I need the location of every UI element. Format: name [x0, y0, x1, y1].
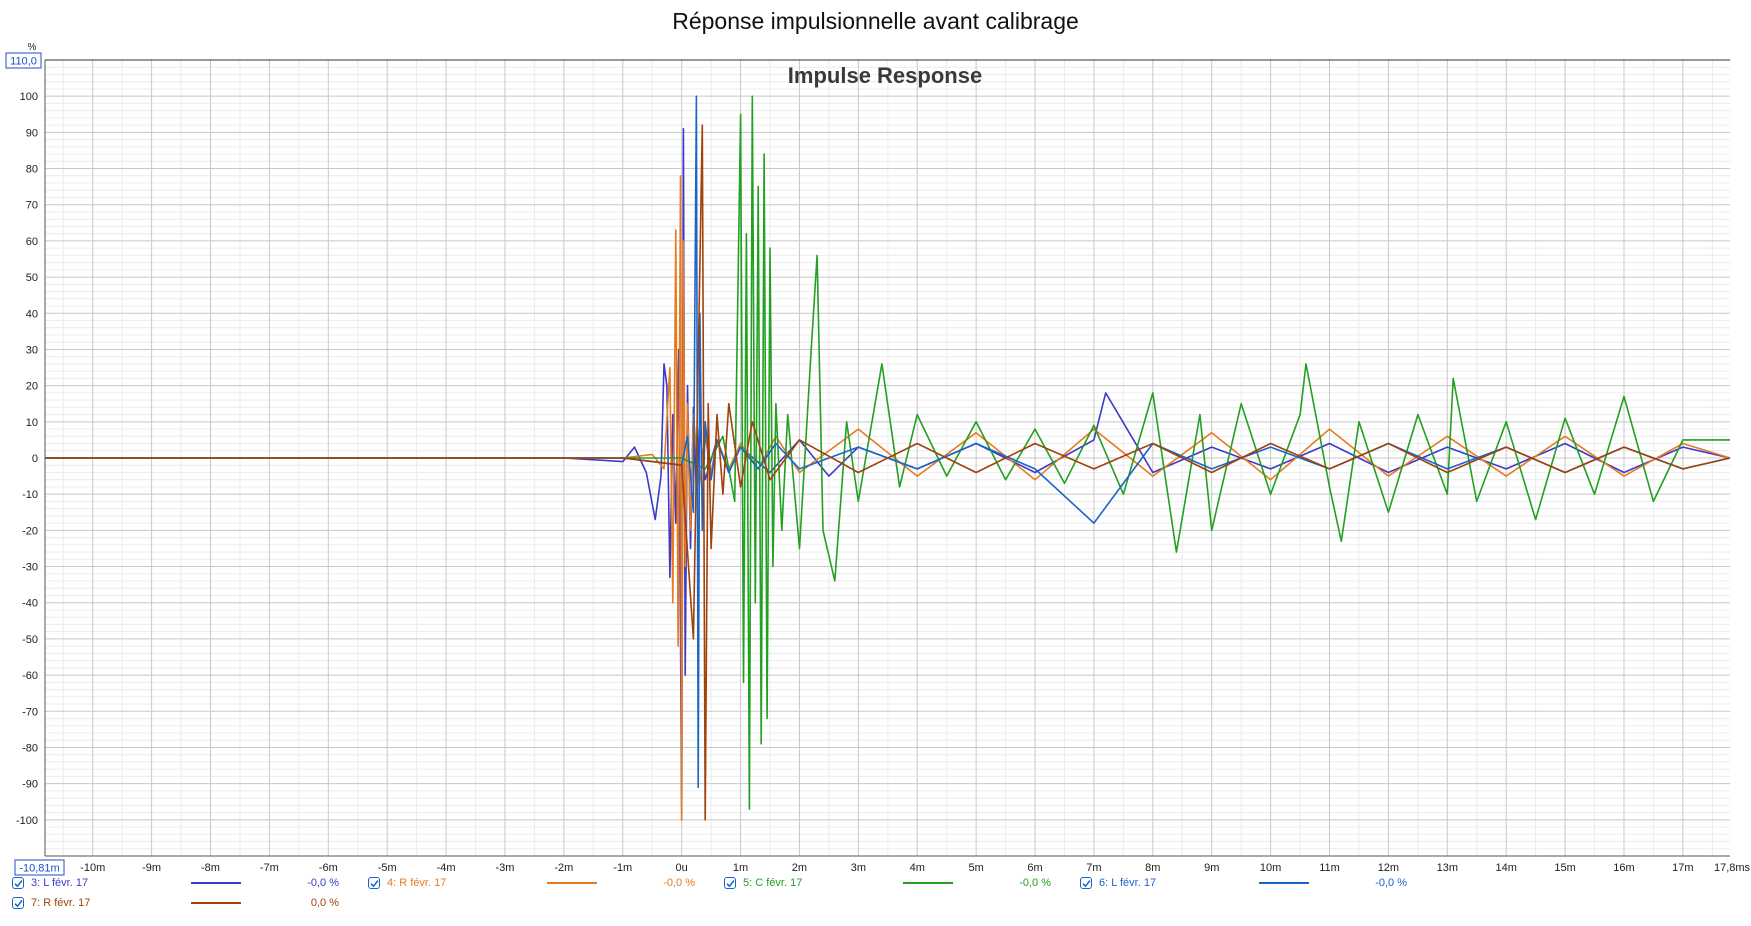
y-tick-label: -50	[22, 634, 38, 646]
legend-series-value: -0,0 %	[307, 877, 339, 889]
series-visibility-checkbox[interactable]	[724, 877, 736, 889]
x-tick-label: 11m	[1319, 862, 1340, 874]
chart-title: Impulse Response	[788, 63, 982, 88]
x-tick-label: 4m	[910, 862, 925, 874]
x-tick-label: 0u	[676, 862, 688, 874]
legend-color-swatch	[1259, 882, 1309, 884]
y-tick-label: 10	[26, 417, 38, 429]
x-min-value: -10,81m	[19, 863, 59, 875]
x-tick-label: 9m	[1204, 862, 1219, 874]
y-tick-label: -30	[22, 562, 38, 574]
y-tick-label: -10	[22, 489, 38, 501]
legend-series-name: 7: R févr. 17	[31, 897, 91, 909]
x-tick-label: 10m	[1260, 862, 1281, 874]
x-tick-label: -3m	[495, 862, 514, 874]
x-tick-label: -10m	[80, 862, 105, 874]
checkmark-icon	[369, 879, 379, 887]
x-tick-label: 8m	[1145, 862, 1160, 874]
y-tick-label: -100	[16, 815, 38, 827]
y-tick-label: -40	[22, 598, 38, 610]
x-tick-label: -2m	[554, 862, 573, 874]
x-tick-label: -9m	[142, 862, 161, 874]
legend-color-swatch	[903, 882, 953, 884]
series-line-3	[45, 95, 1730, 810]
x-tick-label: 17m	[1672, 862, 1693, 874]
x-tick-label: 6m	[1027, 862, 1042, 874]
y-tick-label: 60	[26, 236, 38, 248]
y-tick-label: -20	[22, 525, 38, 537]
y-tick-label: 70	[26, 200, 38, 212]
y-max-box	[5, 52, 42, 69]
checkmark-icon	[1081, 879, 1091, 887]
x-tick-label: 5m	[968, 862, 983, 874]
legend-series-name: 4: R févr. 17	[387, 877, 447, 889]
checkmark-icon	[725, 879, 735, 887]
legend-series-name: 5: C févr. 17	[743, 877, 803, 889]
series-visibility-checkbox[interactable]	[368, 877, 380, 889]
y-tick-label: -70	[22, 706, 38, 718]
x-tick-label: 3m	[851, 862, 866, 874]
legend-entry: 3: L févr. 17 -0,0 %	[12, 873, 339, 893]
y-tick-label: 90	[26, 127, 38, 139]
series-visibility-checkbox[interactable]	[1080, 877, 1092, 889]
legend-color-swatch	[191, 882, 241, 884]
y-tick-label: -60	[22, 670, 38, 682]
x-axis-end-label: 17,8ms	[1714, 862, 1751, 874]
legend-series-name: 3: L févr. 17	[31, 877, 89, 889]
y-tick-label: -80	[22, 742, 38, 754]
x-tick-label: -4m	[437, 862, 456, 874]
legend-series-name: 6: L févr. 17	[1099, 877, 1157, 889]
x-tick-label: 13m	[1437, 862, 1458, 874]
legend-series-value: 0,0 %	[310, 897, 339, 909]
legend-series-value: -0,0 %	[663, 877, 695, 889]
legend-series-value: -0,0 %	[1019, 877, 1051, 889]
legend-entry: 6: L févr. 17 -0,0 %	[1080, 873, 1407, 893]
x-tick-label: 14m	[1495, 862, 1516, 874]
x-tick-label: -1m	[613, 862, 632, 874]
x-tick-label: -6m	[319, 862, 338, 874]
x-tick-label: 12m	[1378, 862, 1399, 874]
checkmark-icon	[13, 899, 23, 907]
legend-color-swatch	[547, 882, 597, 884]
x-tick-label: -5m	[378, 862, 397, 874]
x-min-box	[14, 859, 65, 876]
legend-entry: 7: R févr. 17 0,0 %	[12, 893, 339, 913]
y-tick-label: 50	[26, 272, 38, 284]
y-tick-label: 20	[26, 381, 38, 393]
series-line-5	[45, 124, 1731, 821]
y-max-value: 110,0	[10, 56, 37, 68]
series-visibility-checkbox[interactable]	[12, 897, 24, 909]
legend-series-value: -0,0 %	[1375, 877, 1407, 889]
window-title: Réponse impulsionnelle avant calibrage	[672, 8, 1079, 34]
x-tick-label: -7m	[260, 862, 279, 874]
x-tick-label: 16m	[1613, 862, 1634, 874]
checkmark-icon	[13, 879, 23, 887]
legend-entry: 5: C févr. 17 -0,0 %	[724, 873, 1051, 893]
x-tick-label: 2m	[792, 862, 807, 874]
x-tick-label: -8m	[201, 862, 220, 874]
x-tick-label: 15m	[1554, 862, 1575, 874]
y-tick-label: 30	[26, 344, 38, 356]
legend-color-swatch	[191, 902, 241, 904]
x-tick-label: 7m	[1086, 862, 1101, 874]
y-tick-label: 0	[32, 453, 38, 465]
y-tick-label: -90	[22, 779, 38, 791]
y-tick-label: 80	[26, 164, 38, 176]
y-tick-label: 40	[26, 308, 38, 320]
legend-entry: 4: R févr. 17 -0,0 %	[368, 873, 695, 893]
y-tick-label: 100	[20, 91, 38, 103]
x-tick-label: 1m	[733, 862, 748, 874]
y-axis-unit-label: %	[28, 42, 37, 53]
series-visibility-checkbox[interactable]	[12, 877, 24, 889]
